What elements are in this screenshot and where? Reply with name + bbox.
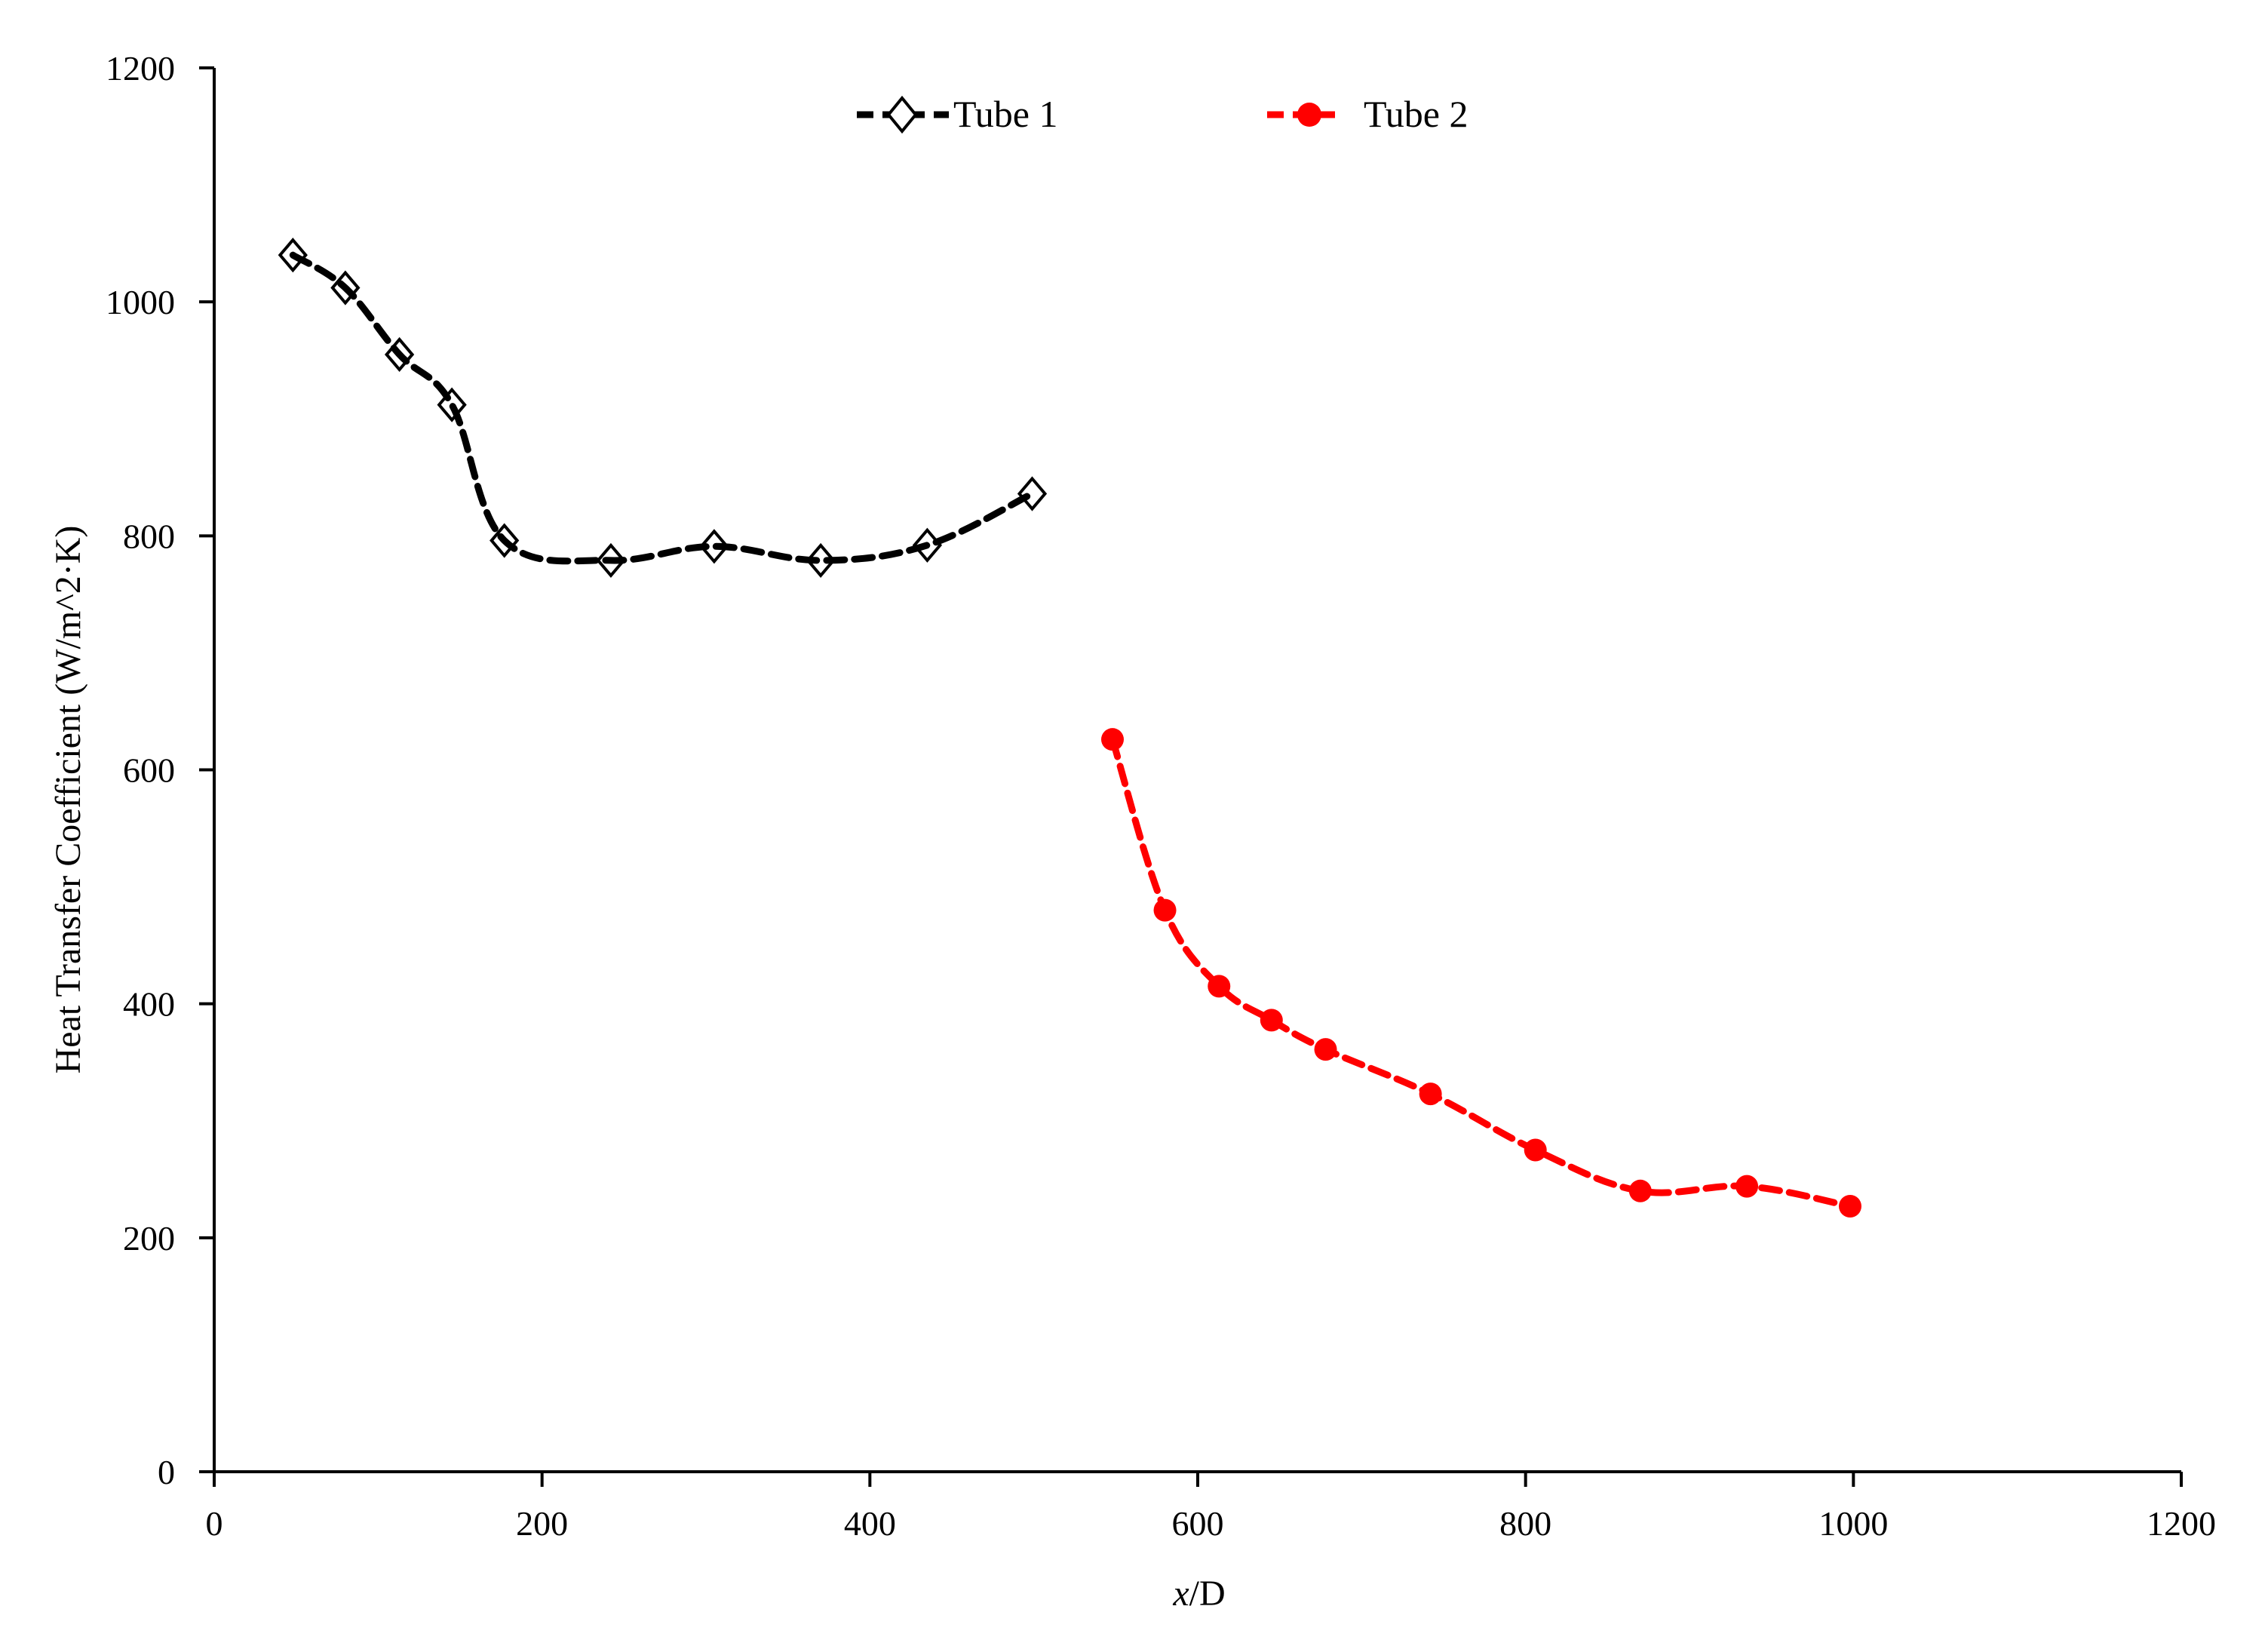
y-tick-label: 200	[123, 1219, 175, 1258]
y-tick-label: 400	[123, 985, 175, 1024]
y-tick-label: 1200	[106, 49, 175, 88]
x-tick-label: 400	[844, 1504, 896, 1543]
diamond-marker-icon	[699, 529, 729, 564]
circle-marker-icon	[1100, 728, 1124, 751]
circle-marker-icon	[1524, 1138, 1547, 1162]
diamond-marker-icon	[490, 523, 520, 558]
legend-item-tube-1: Tube 1	[857, 93, 1057, 135]
y-tick-label: 800	[123, 517, 175, 555]
circle-marker-icon	[1736, 1175, 1759, 1198]
legend-label-tube-1: Tube 1	[953, 93, 1057, 135]
y-axis-title: Heat Transfer Coefficient (W/m^2·K)	[48, 526, 88, 1074]
y-tick-label: 0	[158, 1453, 175, 1491]
data-series	[278, 238, 1861, 1218]
x-axis-title: x/D	[1172, 1574, 1225, 1614]
x-tick-label: 800	[1499, 1504, 1551, 1543]
diamond-marker-icon	[806, 542, 836, 578]
y-tick-label: 1000	[106, 283, 175, 321]
x-tick-label: 600	[1172, 1504, 1224, 1543]
circle-marker-icon	[1628, 1179, 1652, 1202]
legend-item-tube-2: Tube 2	[1267, 93, 1468, 135]
x-tick-label: 1000	[1818, 1504, 1888, 1543]
axis-ticks: 0 200 400 600 800 1000 1200 0 200 400 600 800 1000 12…	[106, 49, 2216, 1543]
circle-marker-icon	[1297, 103, 1321, 127]
circle-marker-icon	[1838, 1194, 1861, 1218]
circle-marker-icon	[1153, 898, 1177, 922]
circle-marker-icon	[1208, 975, 1231, 998]
legend-label-tube-2: Tube 2	[1364, 93, 1468, 135]
series-tube-2	[1100, 728, 1861, 1218]
diamond-marker-icon	[912, 527, 943, 563]
diamond-marker-icon	[384, 336, 415, 373]
diamond-marker-icon	[886, 95, 918, 134]
axes	[213, 68, 2181, 1473]
circle-marker-icon	[1260, 1009, 1283, 1032]
diamond-marker-icon	[330, 270, 361, 306]
circle-marker-icon	[1419, 1082, 1442, 1106]
x-tick-label: 200	[516, 1504, 568, 1543]
circle-marker-icon	[1314, 1038, 1337, 1061]
diamond-marker-icon	[278, 238, 308, 273]
series-tube-1	[278, 238, 1048, 578]
y-tick-label: 600	[123, 751, 175, 790]
legend: Tube 1 Tube 2	[857, 93, 1468, 135]
x-tick-label: 1200	[2147, 1504, 2216, 1543]
diamond-marker-icon	[437, 387, 467, 422]
diamond-marker-icon	[1017, 476, 1048, 511]
x-tick-label: 0	[206, 1504, 223, 1543]
diamond-marker-icon	[596, 542, 626, 578]
